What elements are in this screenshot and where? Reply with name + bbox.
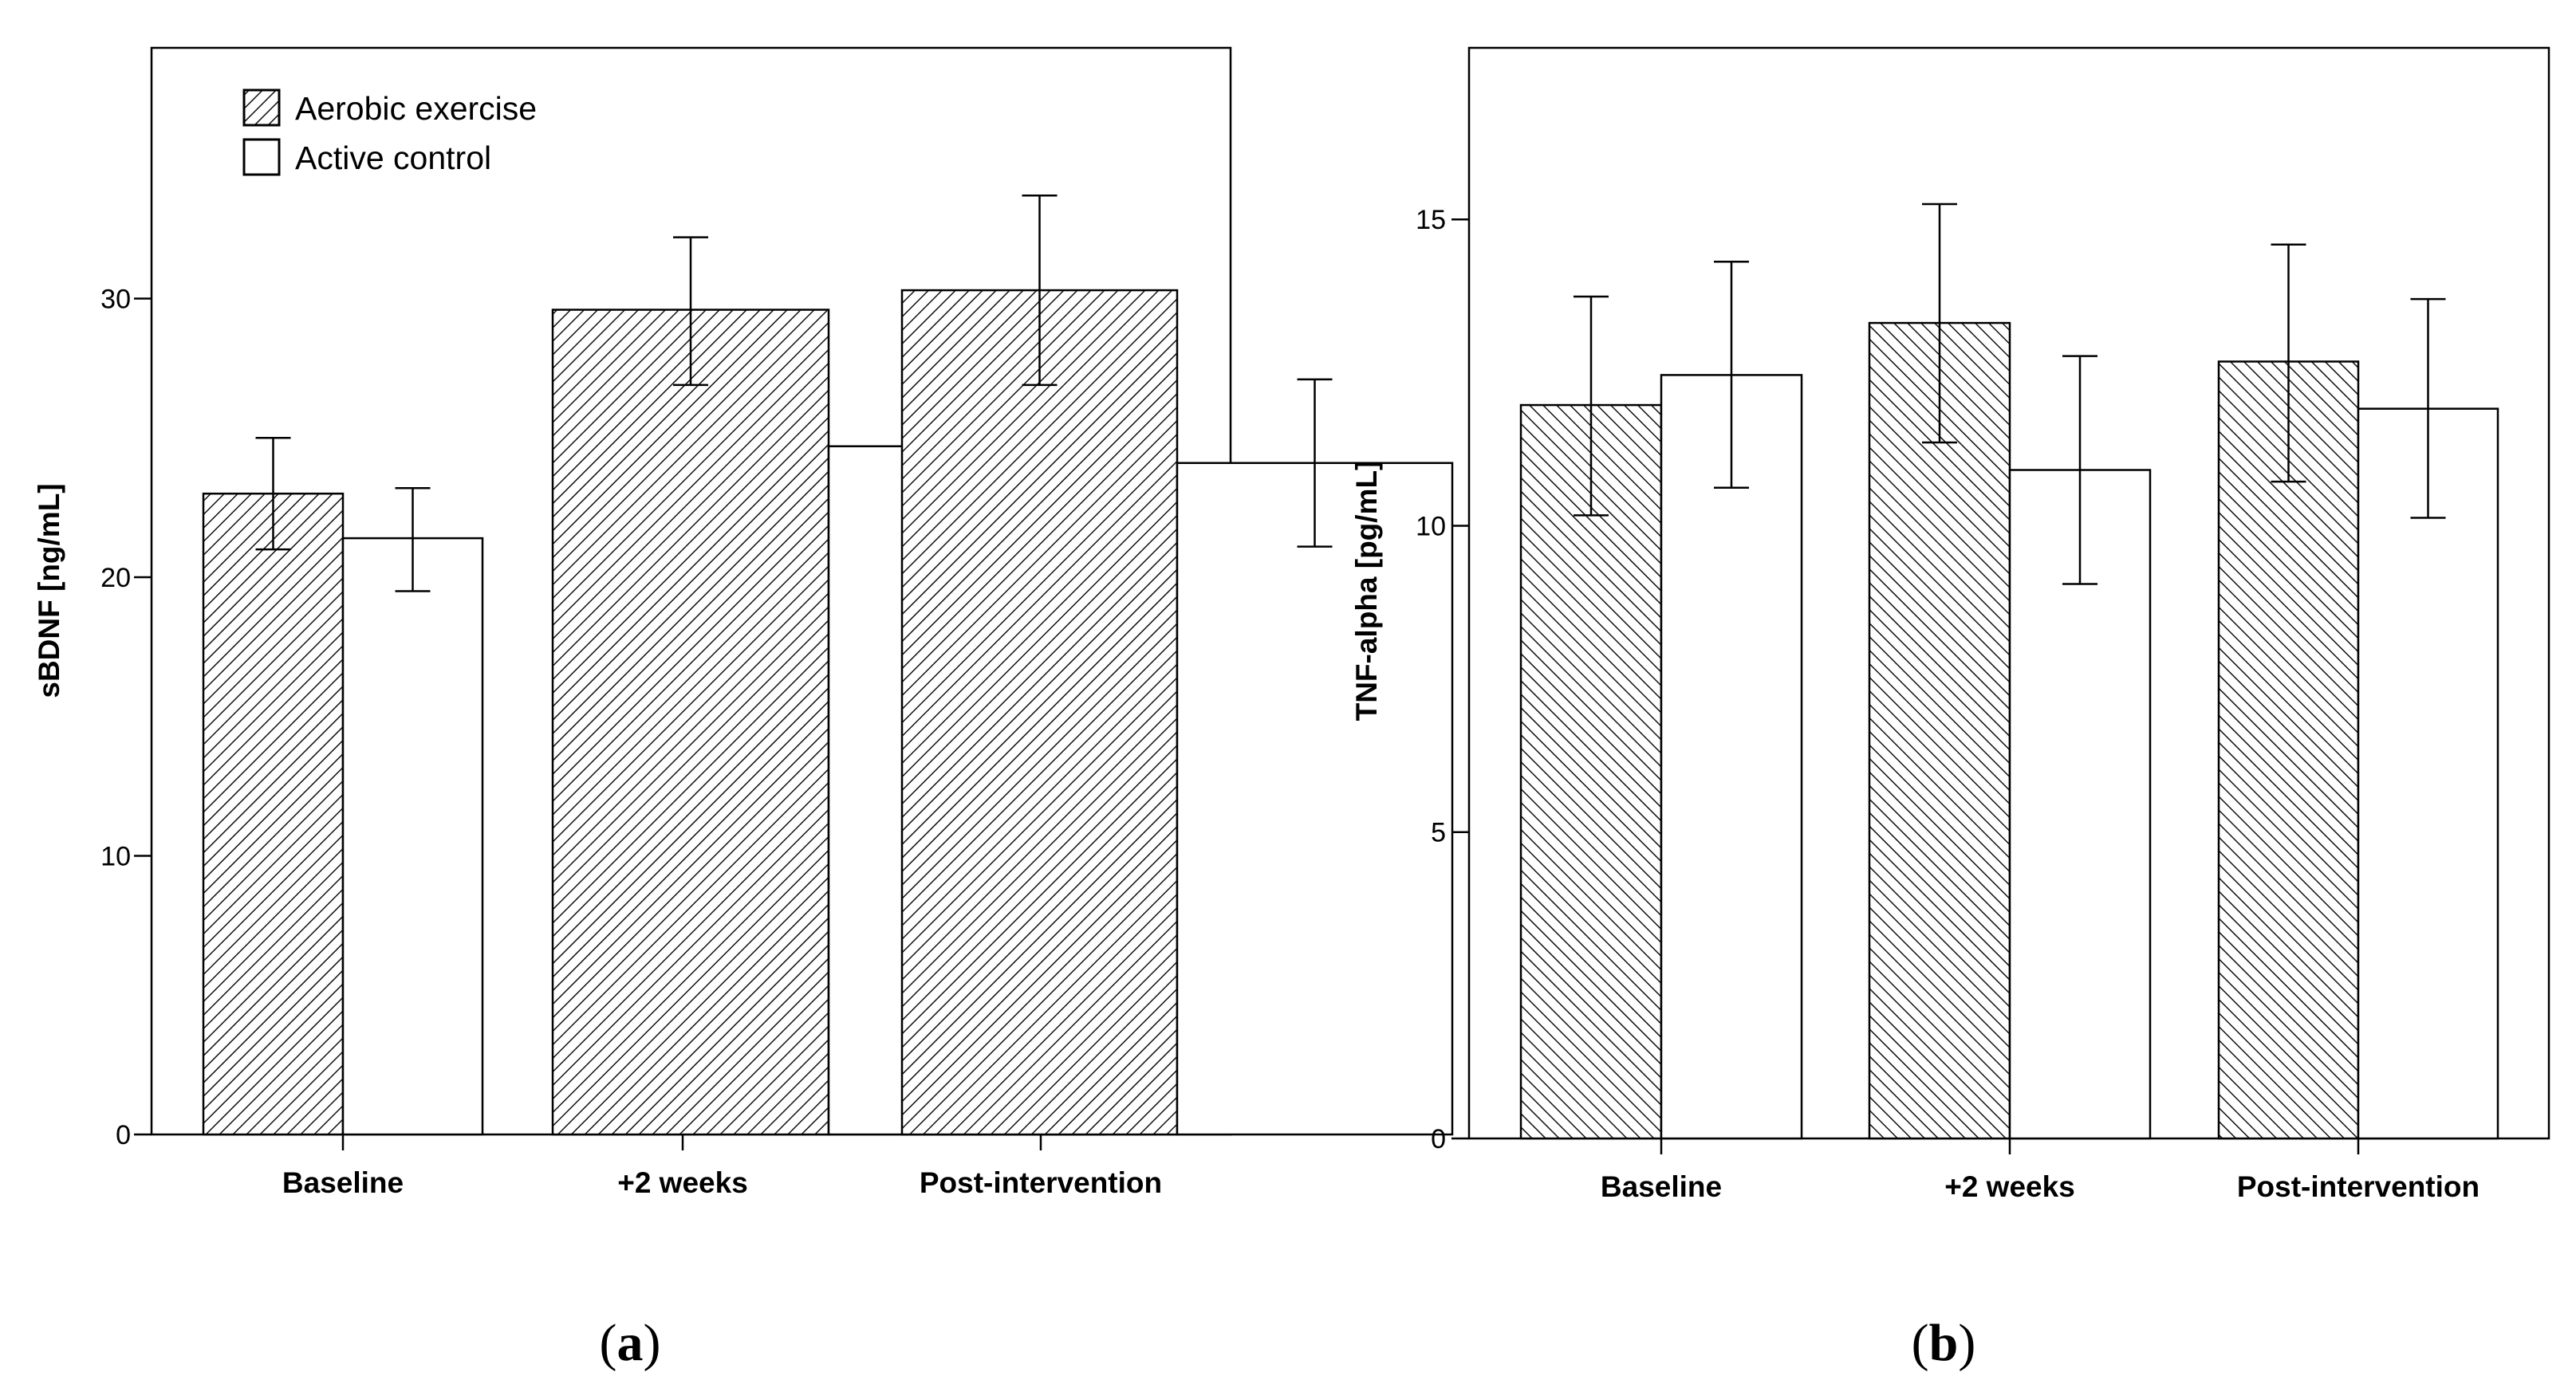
y-tick-label: 20 <box>100 563 131 593</box>
y-tick-label: 5 <box>1431 818 1446 848</box>
y-tick-label: 0 <box>1431 1124 1446 1154</box>
panel-caption-open: ( <box>1912 1314 1929 1372</box>
chart-panel-a: 0 10 20 30 sBDNF [ng/mL] Baseline +2 weeks Post… <box>33 46 1454 1372</box>
y-axis-title: TNF-alpha [pg/mL] <box>1350 461 1383 722</box>
x-tick-label: +2 weeks <box>1944 1170 2075 1203</box>
panel-caption-letter: b <box>1929 1314 1959 1372</box>
panel-caption-close: ) <box>644 1314 661 1372</box>
bar-aerobic-exercise <box>551 309 830 1136</box>
bar-active-control <box>1176 462 1454 1136</box>
legend-swatch <box>242 88 281 127</box>
x-tick-label: Post-intervention <box>920 1166 1162 1199</box>
bar-aerobic-exercise <box>1519 403 1663 1140</box>
panel-caption-close: ) <box>1958 1314 1975 1372</box>
x-tick-label: Baseline <box>282 1166 404 1199</box>
bar-aerobic-exercise <box>2217 360 2360 1140</box>
bar-aerobic-exercise <box>900 289 1179 1136</box>
y-tick-label: 15 <box>1416 205 1446 235</box>
bar-aerobic-exercise <box>1868 321 2011 1140</box>
legend-swatch <box>242 138 281 176</box>
x-tick-label: +2 weeks <box>617 1166 748 1199</box>
legend-label: Aerobic exercise <box>295 90 537 127</box>
y-axis-title: sBDNF [ng/mL] <box>33 483 65 698</box>
y-tick-label: 10 <box>100 842 131 872</box>
panel-caption-open: ( <box>600 1314 617 1372</box>
x-tick-label: Baseline <box>1601 1170 1722 1203</box>
y-tick-label: 30 <box>100 285 131 315</box>
chart-panel-b: 0 5 10 15 TNF-alpha [pg/mL] Baseline +2 weeks P… <box>1350 46 2550 1372</box>
bar-aerobic-exercise <box>202 492 345 1136</box>
panel-caption: (b) <box>1912 1314 1976 1372</box>
panel-caption-letter: a <box>617 1314 644 1372</box>
panel-caption: (a) <box>600 1314 661 1372</box>
legend-label: Active control <box>295 140 491 176</box>
bar-active-control <box>341 537 484 1136</box>
bar-active-control <box>2357 407 2499 1140</box>
y-tick-label: 10 <box>1416 511 1446 541</box>
bar-active-control <box>1660 374 1803 1140</box>
x-tick-label: Post-intervention <box>2237 1170 2479 1203</box>
y-tick-label: 0 <box>116 1120 131 1150</box>
